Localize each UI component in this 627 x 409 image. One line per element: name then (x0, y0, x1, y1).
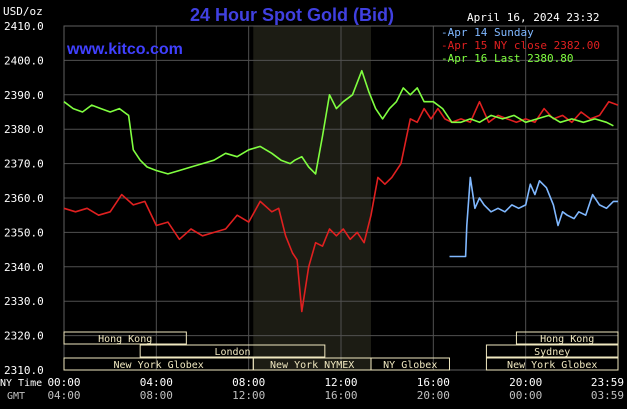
trading-sessions: Hong Kong Hong Kong London Sydney New York G… (63, 331, 619, 371)
x-row-label-ny: NY Time (0, 378, 42, 389)
y-tick-label: 2310.0 (4, 364, 44, 377)
series-line-1 (449, 176, 618, 258)
session-label: Hong Kong (540, 334, 594, 345)
y-tick-label: 2320.0 (4, 330, 44, 343)
session-label: London (214, 347, 250, 358)
x-tick-label-ny: 12:00 (324, 376, 357, 389)
x-tick-label-ny: 20:00 (509, 376, 542, 389)
y-axis-ticks: 2410.0 2400.0 2390.0 2380.0 2370.0 2360.0 2350… (4, 20, 44, 377)
x-tick-label-ny: 08:00 (232, 376, 265, 389)
x-tick-label-gmt: 12:00 (232, 389, 265, 402)
legend-entry: -Apr 15 NY close 2382.00 (441, 39, 600, 52)
x-tick-label-ny: 00:00 (47, 376, 80, 389)
session-box (370, 357, 450, 371)
x-tick-label-gmt: 08:00 (140, 389, 173, 402)
legend-entry: -Apr 14 Sunday (441, 26, 534, 39)
session-label: New York NYMEX (270, 360, 354, 371)
legend-entry: -Apr 16 Last 2380.80 (441, 52, 573, 65)
session-box (485, 357, 619, 371)
site-url: www.kitco.com (66, 41, 183, 58)
chart-title: 24 Hour Spot Gold (Bid) (190, 5, 394, 25)
y-tick-label: 2350.0 (4, 226, 44, 239)
x-tick-label-ny: 16:00 (417, 376, 450, 389)
y-tick-label: 2360.0 (4, 192, 44, 205)
y-tick-label: 2340.0 (4, 261, 44, 274)
session-label: New York Globex (113, 360, 203, 371)
y-tick-label: 2390.0 (4, 89, 44, 102)
x-axis-ticks: 00:0004:0004:0008:0008:0012:0012:0016:00… (47, 376, 624, 402)
x-tick-label-gmt: 04:00 (47, 389, 80, 402)
chart-date: April 16, 2024 23:32 (467, 11, 599, 24)
session-label: NY Globex (383, 360, 437, 371)
session-box (485, 344, 619, 358)
x-tick-label-ny: 04:00 (140, 376, 173, 389)
series-line-3 (63, 69, 614, 175)
session-box (515, 331, 619, 345)
y-tick-label: 2410.0 (4, 20, 44, 33)
y-axis-unit-label: USD/oz (3, 5, 43, 18)
x-row-label-gmt: GMT (7, 391, 25, 402)
x-tick-label-gmt: 00:00 (509, 389, 542, 402)
session-label: New York Globex (507, 360, 597, 371)
session-box (63, 331, 187, 345)
x-tick-label-gmt: 20:00 (417, 389, 450, 402)
y-tick-label: 2400.0 (4, 54, 44, 67)
series-layer (63, 69, 619, 313)
y-tick-label: 2330.0 (4, 295, 44, 308)
y-tick-label: 2370.0 (4, 158, 44, 171)
session-label: Hong Kong (98, 334, 152, 345)
session-label: Sydney (534, 347, 570, 358)
x-tick-label-gmt: 03:59 (591, 389, 624, 402)
legend: -Apr 14 Sunday-Apr 15 NY close 2382.00-A… (441, 26, 600, 65)
y-tick-label: 2380.0 (4, 123, 44, 136)
session-box (139, 344, 326, 358)
x-tick-label-gmt: 16:00 (324, 389, 357, 402)
x-tick-label-ny: 23:59 (591, 376, 624, 389)
